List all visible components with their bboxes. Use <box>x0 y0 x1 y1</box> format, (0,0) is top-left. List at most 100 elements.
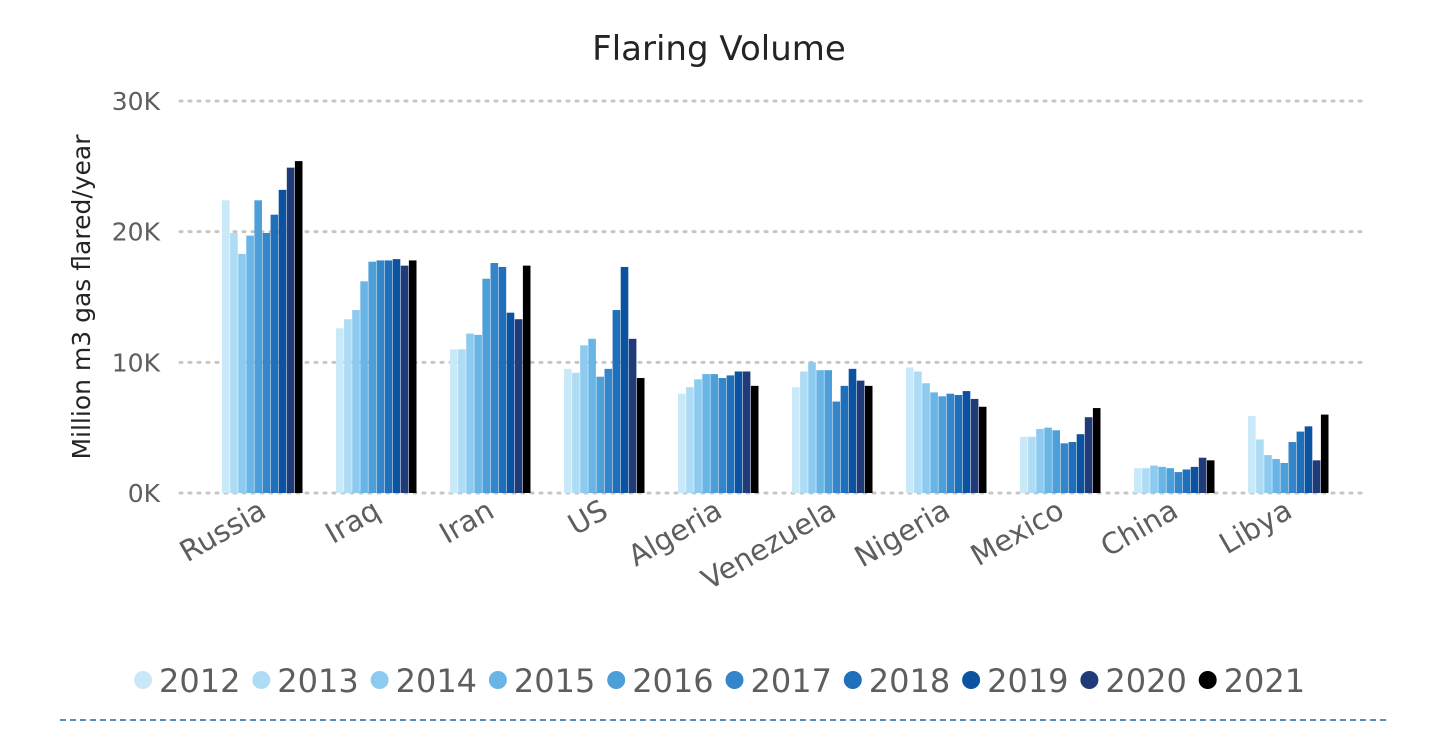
legend[interactable]: 2012 2013 2014 2015 2016 2017 2018 2019 2020 2021 <box>134 662 1305 700</box>
bar[interactable] <box>1272 459 1280 493</box>
bar[interactable] <box>620 266 629 493</box>
legend-item[interactable]: 2018 <box>843 662 950 700</box>
bar[interactable] <box>1068 442 1077 493</box>
bar[interactable] <box>572 372 580 493</box>
bar[interactable] <box>1174 472 1183 493</box>
bar[interactable] <box>286 167 295 493</box>
bar[interactable] <box>1166 468 1174 493</box>
bar[interactable] <box>450 349 458 493</box>
bar[interactable] <box>1028 436 1036 493</box>
bar[interactable] <box>946 393 955 493</box>
bar[interactable] <box>238 253 246 493</box>
bar[interactable] <box>1158 466 1166 493</box>
bar[interactable] <box>726 375 735 493</box>
bar[interactable] <box>498 266 507 493</box>
bar[interactable] <box>840 385 849 493</box>
bar[interactable] <box>678 393 686 493</box>
legend-item[interactable]: 2016 <box>607 662 714 700</box>
bar[interactable] <box>864 385 873 493</box>
bar[interactable] <box>816 370 824 493</box>
bar[interactable] <box>392 259 401 493</box>
bar[interactable] <box>604 368 613 493</box>
bar[interactable] <box>1296 431 1305 493</box>
bar[interactable] <box>294 161 303 493</box>
bar[interactable] <box>914 371 922 493</box>
bar[interactable] <box>514 319 523 493</box>
bar[interactable] <box>400 265 409 493</box>
bar[interactable] <box>808 362 816 493</box>
bar[interactable] <box>718 378 727 493</box>
bar[interactable] <box>1190 466 1199 493</box>
bar[interactable] <box>1264 455 1272 493</box>
bar[interactable] <box>856 380 865 493</box>
bar[interactable] <box>458 349 466 493</box>
bar[interactable] <box>376 260 385 493</box>
bar[interactable] <box>1076 434 1085 493</box>
bar[interactable] <box>848 368 857 493</box>
bar[interactable] <box>954 395 963 493</box>
bar[interactable] <box>832 401 841 493</box>
bar[interactable] <box>1084 417 1093 493</box>
bar[interactable] <box>1206 460 1215 493</box>
bar[interactable] <box>1092 408 1101 493</box>
bar[interactable] <box>466 333 474 493</box>
bar[interactable] <box>1142 468 1150 493</box>
bar[interactable] <box>1288 442 1297 493</box>
bar[interactable] <box>1248 415 1256 493</box>
bar[interactable] <box>906 367 914 493</box>
bar[interactable] <box>962 391 971 493</box>
bar[interactable] <box>368 261 376 493</box>
bar[interactable] <box>922 383 930 493</box>
bar[interactable] <box>522 265 531 493</box>
bar[interactable] <box>352 310 360 493</box>
bar[interactable] <box>1312 460 1321 493</box>
bar[interactable] <box>800 371 808 493</box>
bar[interactable] <box>474 334 482 493</box>
bar[interactable] <box>1198 457 1207 493</box>
bar[interactable] <box>336 328 344 493</box>
legend-item[interactable]: 2014 <box>370 662 477 700</box>
bar[interactable] <box>222 200 230 493</box>
bar[interactable] <box>938 396 946 493</box>
bar[interactable] <box>408 260 417 493</box>
bar[interactable] <box>1052 430 1060 493</box>
bar[interactable] <box>1150 465 1158 493</box>
bar[interactable] <box>588 338 596 493</box>
bar[interactable] <box>270 214 279 493</box>
legend-item[interactable]: 2017 <box>725 662 832 700</box>
bar[interactable] <box>792 387 800 493</box>
legend-item[interactable]: 2021 <box>1198 662 1305 700</box>
bar[interactable] <box>360 281 368 493</box>
bar[interactable] <box>1036 428 1044 493</box>
legend-item[interactable]: 2019 <box>962 662 1069 700</box>
bar[interactable] <box>262 232 271 493</box>
bar[interactable] <box>824 370 832 493</box>
bar[interactable] <box>580 345 588 493</box>
bar[interactable] <box>970 398 979 493</box>
bar[interactable] <box>254 200 262 493</box>
legend-item[interactable]: 2013 <box>252 662 359 700</box>
bar[interactable] <box>628 338 637 493</box>
bar[interactable] <box>930 392 938 493</box>
bar[interactable] <box>1060 443 1069 493</box>
bar[interactable] <box>978 406 987 493</box>
legend-item[interactable]: 2012 <box>134 662 240 700</box>
bar[interactable] <box>636 378 645 493</box>
bar[interactable] <box>1304 426 1313 493</box>
bar[interactable] <box>1044 427 1052 493</box>
bar[interactable] <box>278 189 287 493</box>
bar[interactable] <box>1320 414 1329 493</box>
legend-item[interactable]: 2020 <box>1080 662 1187 700</box>
bar[interactable] <box>750 385 759 493</box>
bar[interactable] <box>596 376 604 493</box>
bar[interactable] <box>1020 436 1028 493</box>
bar[interactable] <box>344 319 352 493</box>
bar[interactable] <box>230 232 238 493</box>
bar[interactable] <box>506 312 515 493</box>
bar[interactable] <box>490 263 499 493</box>
legend-item[interactable]: 2015 <box>488 662 595 700</box>
bar[interactable] <box>1280 462 1288 493</box>
bar[interactable] <box>1182 469 1191 493</box>
bar[interactable] <box>702 374 710 493</box>
bar[interactable] <box>612 310 621 493</box>
